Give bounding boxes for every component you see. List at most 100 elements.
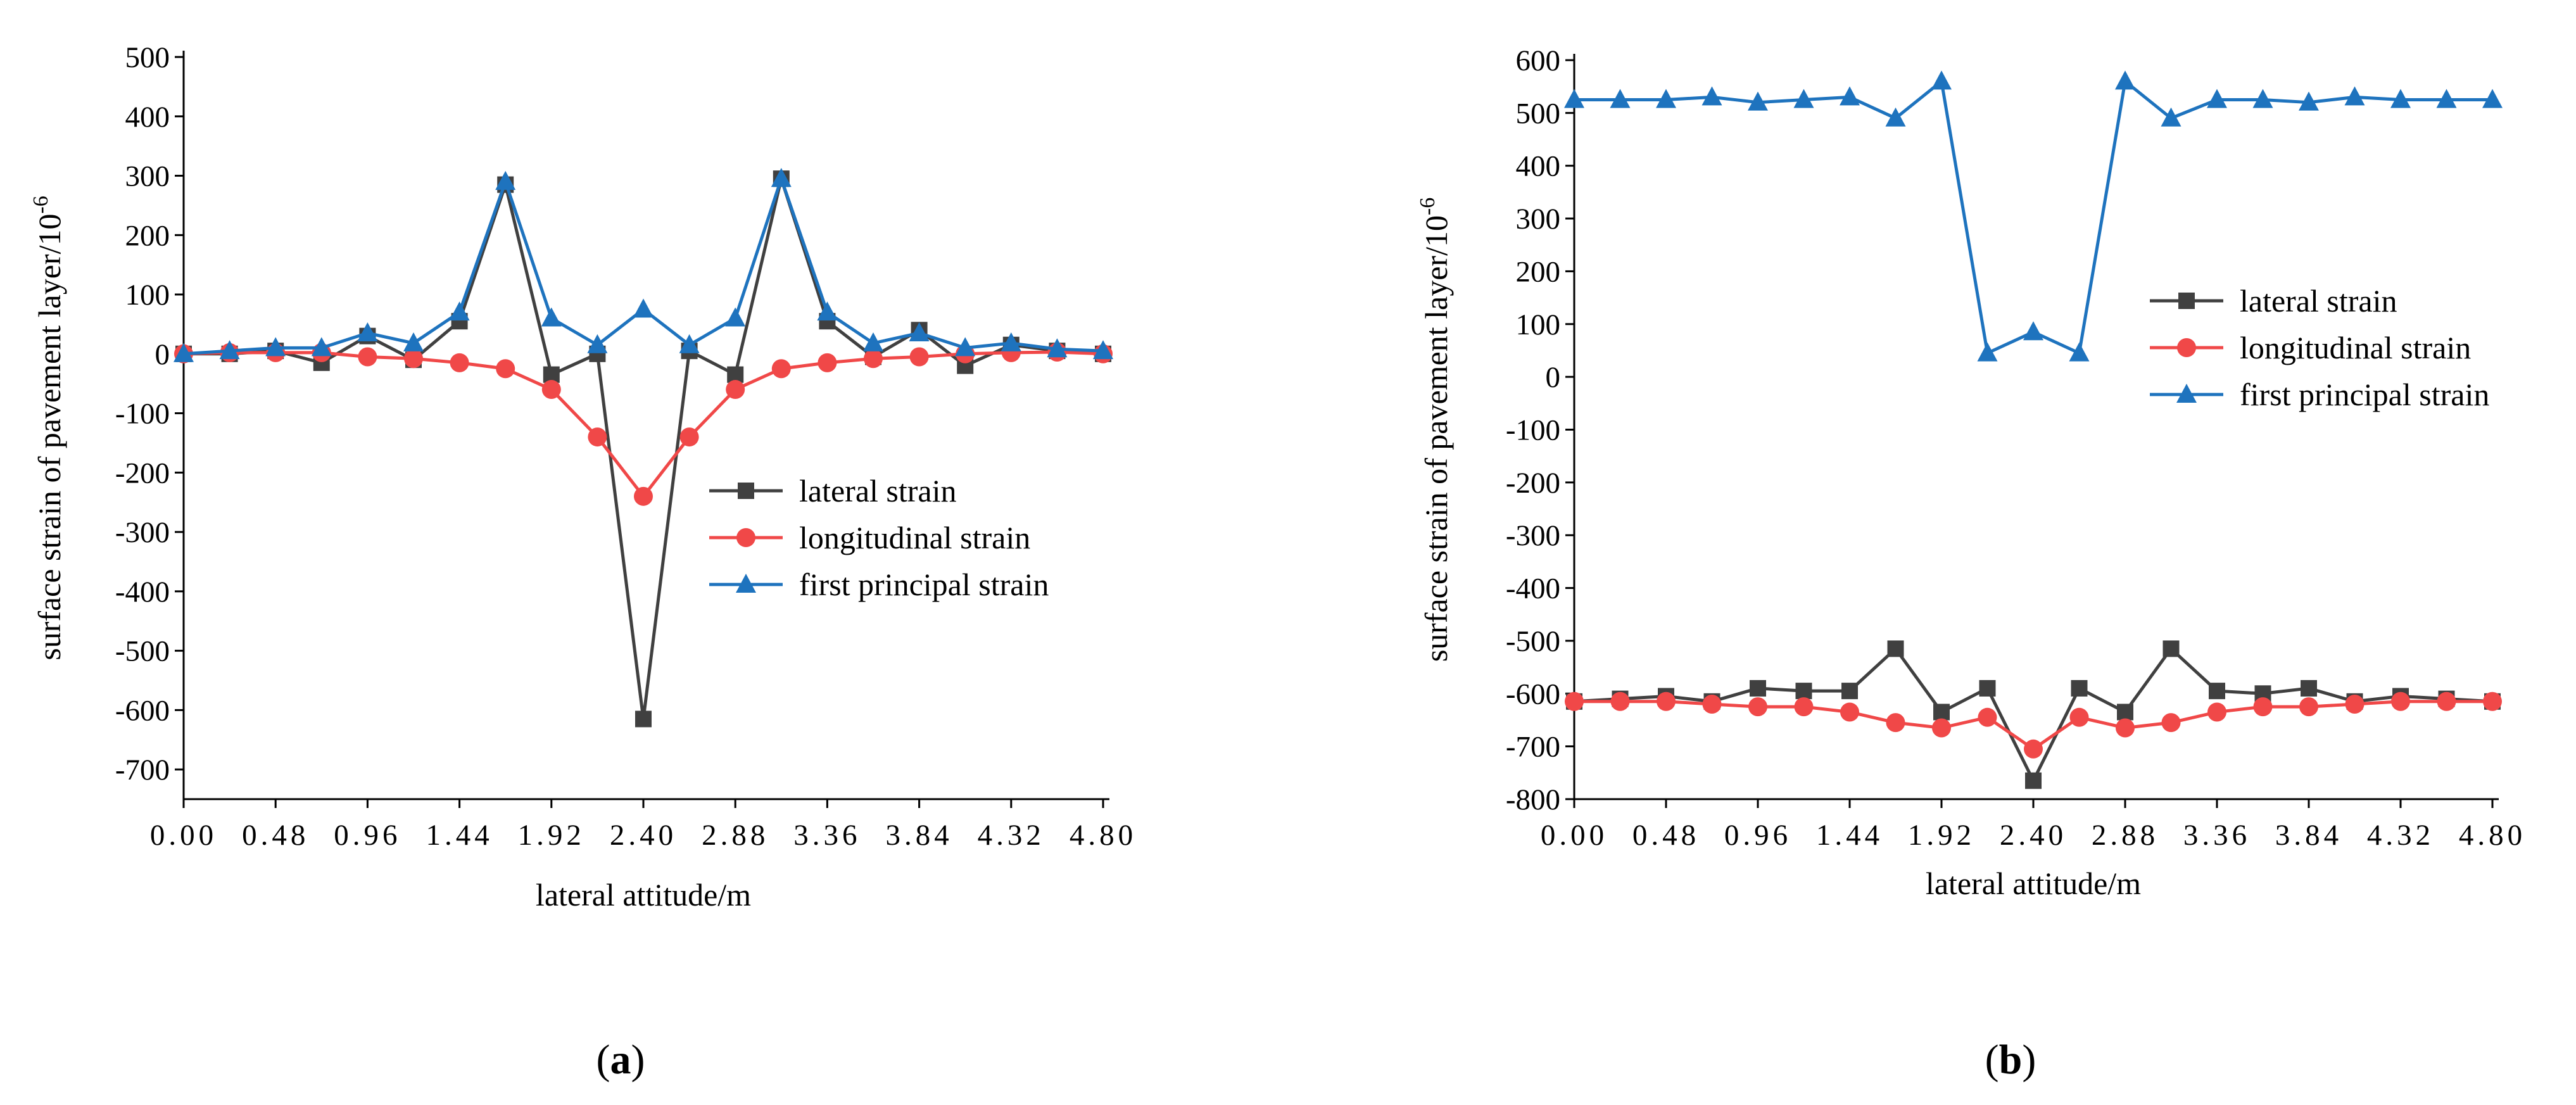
data-point-first-principal-strain (863, 332, 883, 351)
legend-label: longitudinal strain (799, 520, 1030, 555)
data-point-lateral-strain (635, 710, 652, 728)
y-axis-title-exponent: -6 (1416, 198, 1439, 215)
data-point-first-principal-strain (2390, 89, 2411, 108)
y-tick-label: 100 (125, 279, 170, 312)
data-point-lateral-strain (2025, 772, 2042, 789)
data-point-first-principal-strain (587, 334, 608, 353)
data-point-longitudinal-strain (679, 427, 699, 447)
legend-label: longitudinal strain (2240, 330, 2471, 365)
caption-open: ( (597, 1037, 610, 1083)
x-tick-label: 4.32 (978, 819, 1045, 852)
x-tick-label: 0.00 (150, 819, 217, 852)
y-tick-label: -500 (1506, 625, 1560, 658)
y-axis-title-text: surface strain of pavement layer/10 (32, 214, 67, 660)
y-tick-label: 0 (155, 338, 170, 371)
data-point-longitudinal-strain (2345, 694, 2364, 714)
data-point-lateral-strain (2071, 679, 2088, 697)
data-point-first-principal-strain (1840, 86, 1860, 106)
x-tick-label: 2.88 (702, 819, 769, 852)
x-tick-label: 3.84 (885, 819, 952, 852)
data-point-first-principal-strain (2023, 321, 2043, 341)
data-point-first-principal-strain (1656, 89, 1676, 108)
x-tick-label: 2.40 (610, 819, 677, 852)
data-point-first-principal-strain (449, 301, 470, 321)
x-tick-label: 2.40 (2000, 819, 2067, 852)
legend-marker (736, 574, 756, 593)
data-point-first-principal-strain (2299, 91, 2319, 111)
data-point-longitudinal-strain (1840, 702, 1859, 722)
y-tick-label: -600 (115, 694, 170, 727)
x-tick-label: 1.44 (1816, 819, 1883, 852)
x-tick-label: 0.96 (1724, 819, 1791, 852)
data-point-lateral-strain (1887, 640, 1904, 657)
data-point-longitudinal-strain (1702, 694, 1722, 714)
data-point-longitudinal-strain (2483, 691, 2502, 711)
data-point-longitudinal-strain (404, 349, 423, 369)
data-point-first-principal-strain (817, 301, 838, 321)
y-tick-label: -600 (1506, 678, 1560, 710)
x-tick-label: 4.80 (1070, 819, 1137, 852)
caption-letter: a (610, 1037, 631, 1083)
data-point-longitudinal-strain (2391, 691, 2410, 711)
y-tick-label: 0 (1546, 361, 1561, 394)
y-axis-title-text: surface strain of pavement layer/10 (1418, 215, 1454, 662)
caption-letter: b (1999, 1037, 2023, 1083)
data-point-first-principal-strain (2252, 89, 2273, 108)
data-point-first-principal-strain (1793, 89, 1814, 108)
data-point-first-principal-strain (1748, 91, 1768, 111)
data-point-first-principal-strain (2436, 89, 2457, 108)
y-axis-title-exponent: -6 (29, 196, 53, 213)
x-tick-label: 1.92 (518, 819, 585, 852)
y-tick-label: -300 (1506, 519, 1560, 552)
x-tick-label: 4.80 (2459, 819, 2526, 852)
y-tick-label: -200 (115, 457, 170, 489)
panel-caption: (b) (1985, 1037, 2036, 1083)
data-point-longitudinal-strain (496, 359, 515, 379)
data-point-first-principal-strain (1610, 89, 1631, 108)
legend-label: first principal strain (799, 567, 1049, 602)
x-axis-title: lateral attitude/m (1926, 866, 2141, 901)
data-point-longitudinal-strain (450, 353, 469, 372)
data-point-first-principal-strain (771, 168, 792, 187)
x-tick-label: 2.88 (2092, 819, 2159, 852)
data-point-longitudinal-strain (541, 380, 561, 400)
data-point-first-principal-strain (2069, 342, 2090, 362)
y-tick-label: -100 (1506, 414, 1560, 447)
data-point-lateral-strain (1979, 679, 1996, 697)
data-point-first-principal-strain (219, 340, 240, 360)
y-tick-label: 500 (125, 41, 170, 74)
data-point-lateral-strain (2117, 704, 2133, 721)
data-point-longitudinal-strain (771, 359, 791, 379)
legend-marker (2177, 338, 2196, 357)
y-tick-label: 100 (1516, 308, 1561, 341)
data-point-first-principal-strain (174, 343, 194, 362)
chart-panel-a: 500 400 300 200 100 0 -100 -200 -300 -400 -500 -600… (29, 41, 1137, 1083)
data-point-first-principal-strain (2207, 89, 2227, 108)
data-point-longitudinal-strain (2024, 739, 2043, 759)
legend-marker (736, 528, 755, 547)
y-axis-title-group: surface strain of pavement layer/10-6 (1416, 198, 1454, 662)
data-point-longitudinal-strain (2161, 713, 2181, 733)
y-axis-title: surface strain of pavement layer/10-6 (29, 196, 67, 660)
y-tick-label: -100 (115, 398, 170, 431)
y-axis-title-group: surface strain of pavement layer/10-6 (29, 196, 67, 660)
legend: lateral strain longitudinal strain first p… (2150, 283, 2489, 412)
data-point-longitudinal-strain (1657, 691, 1676, 711)
caption-open: ( (1985, 1037, 1999, 1083)
x-tick-label: 1.92 (1908, 819, 1975, 852)
data-point-first-principal-strain (265, 337, 286, 357)
y-tick-label: -700 (1506, 731, 1560, 764)
series-line-lateral-strain (184, 177, 1104, 721)
data-point-longitudinal-strain (1794, 697, 1814, 717)
caption-close: ) (2022, 1037, 2036, 1083)
data-point-first-principal-strain (909, 322, 930, 341)
data-point-first-principal-strain (1931, 70, 1952, 90)
x-tick-label: 3.84 (2275, 819, 2342, 852)
data-point-lateral-strain (2209, 683, 2225, 700)
data-point-first-principal-strain (495, 170, 516, 190)
series-line-lateral-strain (1574, 647, 2493, 783)
data-point-first-principal-strain (2344, 86, 2365, 106)
data-point-first-principal-strain (403, 332, 424, 351)
data-point-lateral-strain (1750, 679, 1766, 697)
